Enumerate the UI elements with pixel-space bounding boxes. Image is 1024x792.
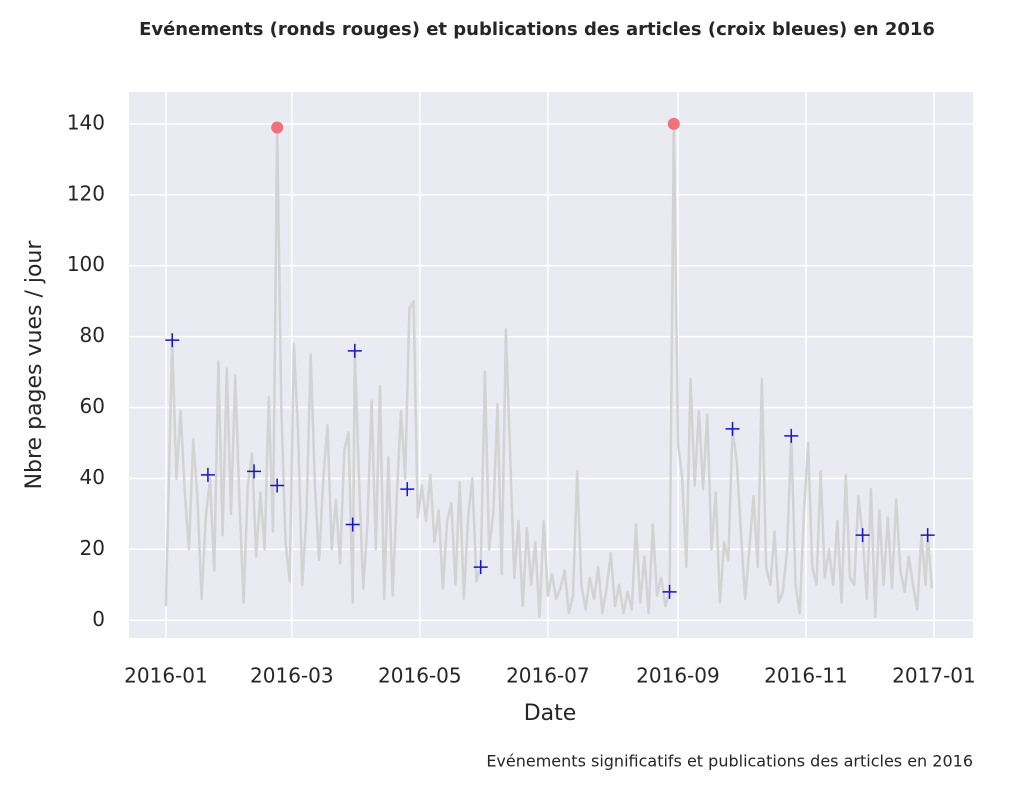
publication-marker bbox=[662, 584, 677, 599]
x-tick-label: 2017-01 bbox=[892, 664, 976, 688]
y-tick-label: 100 bbox=[67, 252, 105, 276]
x-axis-label: Date bbox=[524, 701, 577, 726]
x-tick-label: 2016-03 bbox=[250, 664, 334, 688]
publication-marker bbox=[347, 343, 362, 358]
y-tick-label: 140 bbox=[67, 110, 105, 134]
y-tick-label: 120 bbox=[67, 181, 105, 205]
x-tick-label: 2016-09 bbox=[636, 664, 720, 688]
y-tick-label: 60 bbox=[80, 394, 105, 418]
y-tick-label: 80 bbox=[80, 323, 105, 347]
publication-marker bbox=[165, 333, 180, 348]
publication-marker bbox=[270, 478, 285, 493]
x-tick-label: 2016-07 bbox=[506, 664, 590, 688]
publication-marker bbox=[345, 517, 360, 532]
event-marker bbox=[667, 117, 680, 130]
x-tick-label: 2016-11 bbox=[764, 664, 848, 688]
chart-title: Evénements (ronds rouges) et publication… bbox=[139, 19, 935, 40]
plot-area bbox=[129, 92, 973, 638]
y-tick-label: 40 bbox=[80, 465, 105, 489]
publication-marker bbox=[473, 560, 488, 575]
publication-marker bbox=[855, 528, 870, 543]
publication-marker bbox=[200, 467, 215, 482]
publication-marker bbox=[725, 421, 740, 436]
x-tick-label: 2016-05 bbox=[378, 664, 462, 688]
x-tick-label: 2016-01 bbox=[124, 664, 208, 688]
y-tick-label: 20 bbox=[80, 536, 105, 560]
event-marker bbox=[271, 121, 284, 134]
publication-marker bbox=[400, 482, 415, 497]
publication-marker bbox=[784, 428, 799, 443]
y-tick-label: 0 bbox=[92, 607, 105, 631]
traffic-line bbox=[164, 122, 934, 618]
publication-marker bbox=[247, 464, 262, 479]
publication-marker bbox=[920, 528, 935, 543]
caption: Evénements significatifs et publications… bbox=[486, 752, 973, 771]
y-axis-label: Nbre pages vues / jour bbox=[22, 240, 47, 490]
